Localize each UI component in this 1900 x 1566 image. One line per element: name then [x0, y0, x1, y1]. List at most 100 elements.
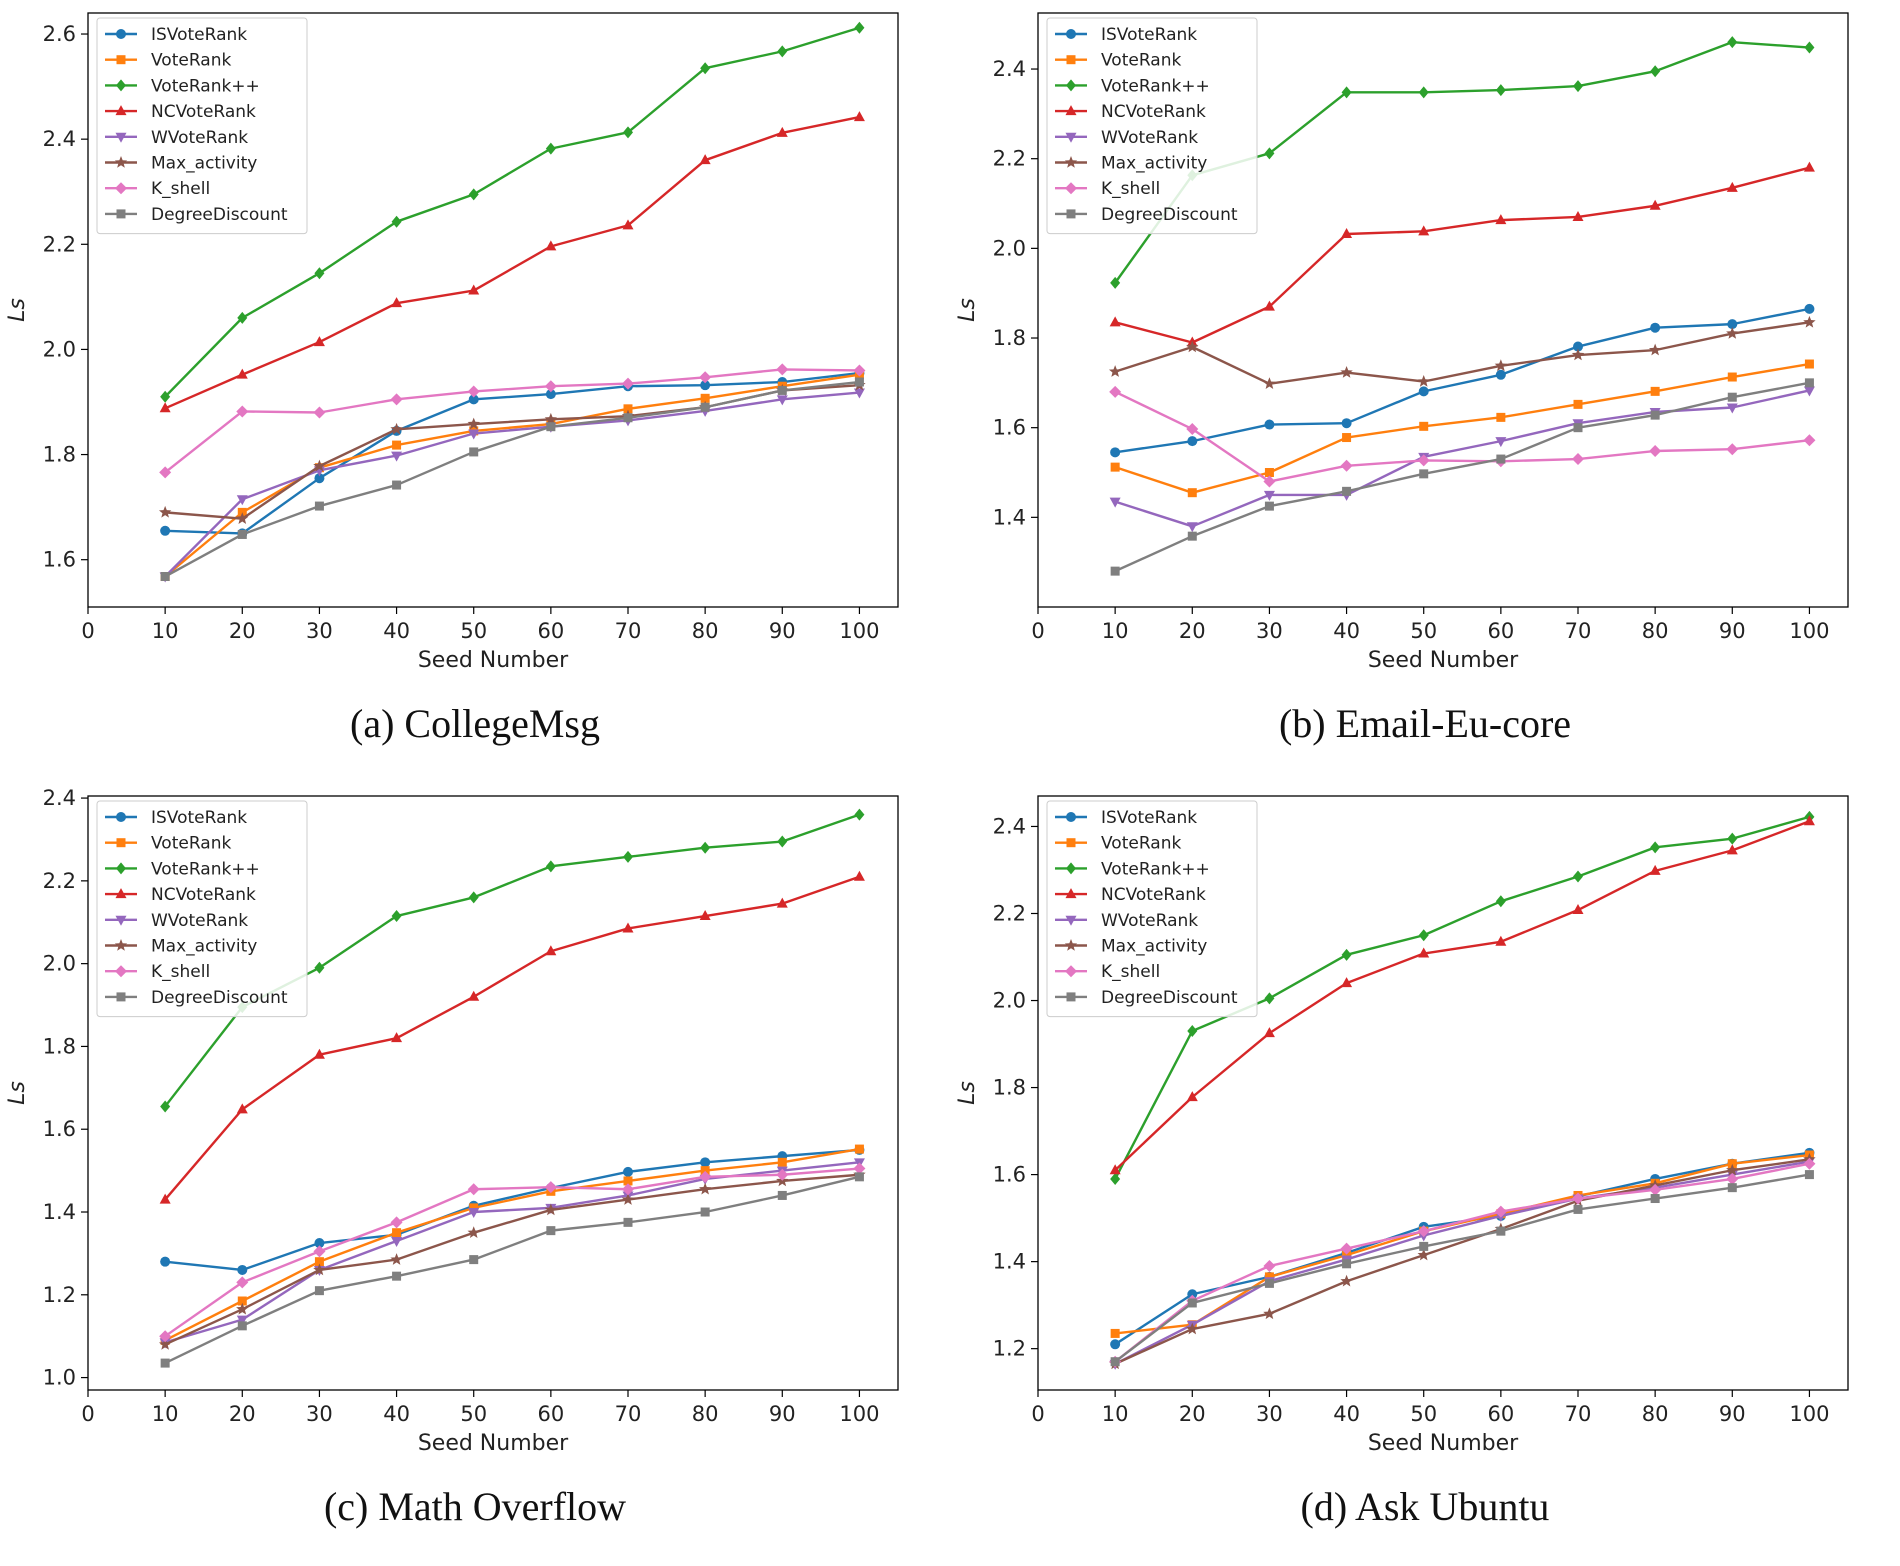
data-point-c-1: [854, 1144, 864, 1154]
series-b-7: [1110, 378, 1814, 576]
y-tick-label-c: 2.0: [43, 952, 76, 976]
y-tick-label-c: 1.4: [43, 1200, 76, 1224]
y-tick-label-d: 1.6: [993, 1163, 1026, 1187]
series-line-a-4: [164, 391, 860, 578]
data-point-c-4: [391, 1236, 403, 1247]
data-point-c-5: [621, 1193, 635, 1205]
data-point-d-1: [1727, 1159, 1737, 1169]
legend-label-b-0: ISVoteRank: [1101, 25, 1197, 45]
x-tick-label-a: 70: [615, 619, 642, 643]
series-b-1: [1110, 359, 1814, 498]
legend-label-d-0: ISVoteRank: [1101, 808, 1197, 828]
data-point-c-2: [391, 910, 402, 923]
x-tick-label-b: 80: [1642, 619, 1669, 643]
data-point-a-3: [159, 402, 171, 413]
data-point-a-5: [236, 512, 249, 524]
x-tick-label-a: 80: [692, 619, 719, 643]
data-point-c-2: [545, 860, 556, 873]
data-point-b-1: [1419, 421, 1429, 431]
data-point-a-2: [237, 311, 248, 324]
data-point-c-0: [700, 1157, 711, 1168]
series-line-b-1: [1114, 362, 1810, 494]
series-line-b-0: [1114, 307, 1810, 454]
data-point-a-7: [854, 377, 864, 387]
data-point-d-3: [1263, 1027, 1275, 1038]
legend-marker-a-7: [116, 209, 126, 219]
plot-frame-b: [1037, 12, 1849, 608]
legend-b: ISVoteRank VoteRank VoteRank++ NCVoteRank WV…: [1046, 17, 1258, 235]
legend-marker-d-1: [1066, 838, 1076, 848]
data-point-c-2: [160, 1100, 171, 1113]
legend-label-a-7: DegreeDiscount: [151, 205, 288, 225]
data-point-c-7: [314, 1286, 324, 1296]
data-point-c-1: [777, 1157, 787, 1167]
y-axis-label-b: Ls: [955, 298, 980, 322]
data-point-d-5: [1340, 1274, 1353, 1287]
data-point-c-5: [313, 1263, 326, 1276]
x-tick-label-b: 50: [1410, 619, 1437, 643]
data-point-d-7: [1727, 1183, 1737, 1193]
data-point-b-6: [1186, 423, 1199, 436]
x-tick-label-a: 30: [306, 619, 333, 643]
data-point-c-1: [314, 1257, 324, 1267]
chart-panel-d: 0 10 20 30 40 50 60 70 80 90 100 1.2 1.4 1.6 1.8 2.0 2.2…: [950, 783, 1900, 1566]
y-tick-label-a: 1.6: [43, 548, 76, 572]
x-tick-label-a: 40: [383, 619, 410, 643]
y-tick-label-d: 2.2: [993, 901, 1026, 925]
series-d-6: [1109, 1157, 1816, 1368]
x-tick-label-a: 10: [152, 619, 179, 643]
y-tick-label-d: 1.4: [993, 1250, 1026, 1274]
data-point-a-3: [776, 126, 788, 137]
data-point-c-2: [854, 808, 865, 821]
x-tick-label-c: 90: [769, 1402, 796, 1426]
x-tick-label-d: 40: [1333, 1402, 1360, 1426]
data-point-d-3: [1803, 815, 1815, 826]
data-point-b-2: [1650, 65, 1661, 78]
data-point-a-4: [853, 388, 865, 399]
legend-marker-b-5: [1064, 156, 1078, 168]
legend-marker-d-4: [1065, 915, 1077, 926]
legend-marker-d-2: [1066, 862, 1076, 875]
data-point-c-1: [469, 1203, 479, 1213]
data-point-b-3: [1649, 199, 1661, 210]
legend-label-a-0: ISVoteRank: [151, 25, 247, 45]
data-point-b-7: [1804, 378, 1814, 388]
data-point-a-7: [469, 447, 479, 457]
data-point-b-2: [1341, 86, 1352, 99]
data-point-d-6: [1417, 1225, 1430, 1238]
y-tick-label-c: 2.2: [43, 869, 76, 893]
data-point-b-1: [1110, 462, 1120, 472]
x-tick-label-d: 30: [1256, 1402, 1283, 1426]
plot-frame-c: [87, 795, 899, 1391]
data-point-a-7: [700, 402, 710, 412]
series-line-a-7: [164, 380, 860, 578]
data-point-c-5: [236, 1302, 249, 1315]
data-point-d-6: [1803, 1157, 1816, 1170]
y-tick-label-a: 1.8: [43, 443, 76, 467]
data-point-b-0: [1573, 341, 1583, 352]
data-point-b-7: [1419, 469, 1429, 479]
data-point-d-6: [1263, 1259, 1276, 1272]
legend-label-c-3: NCVoteRank: [151, 885, 256, 905]
data-point-d-2: [1650, 841, 1661, 854]
data-point-d-5: [1417, 1248, 1430, 1261]
legend-label-d-1: VoteRank: [1101, 834, 1181, 854]
series-line-b-4: [1114, 389, 1810, 528]
x-tick-label-d: 70: [1565, 1402, 1592, 1426]
x-tick-label-b: 60: [1487, 619, 1514, 643]
data-point-c-0: [237, 1264, 248, 1275]
series-a-2: [160, 21, 865, 403]
data-point-b-1: [1264, 468, 1274, 478]
legend-label-a-3: NCVoteRank: [151, 102, 256, 122]
data-point-a-3: [622, 219, 634, 230]
data-point-c-7: [237, 1321, 247, 1331]
legend-marker-b-0: [1066, 29, 1076, 39]
y-axis-label-c: Ls: [5, 1081, 30, 1105]
legend-label-d-3: NCVoteRank: [1101, 885, 1206, 905]
data-point-c-1: [237, 1296, 247, 1306]
data-point-c-1: [392, 1228, 402, 1238]
data-point-b-4: [1263, 490, 1275, 501]
legend-label-b-3: NCVoteRank: [1101, 102, 1206, 122]
data-point-a-4: [236, 495, 248, 506]
data-point-c-3: [159, 1193, 171, 1204]
